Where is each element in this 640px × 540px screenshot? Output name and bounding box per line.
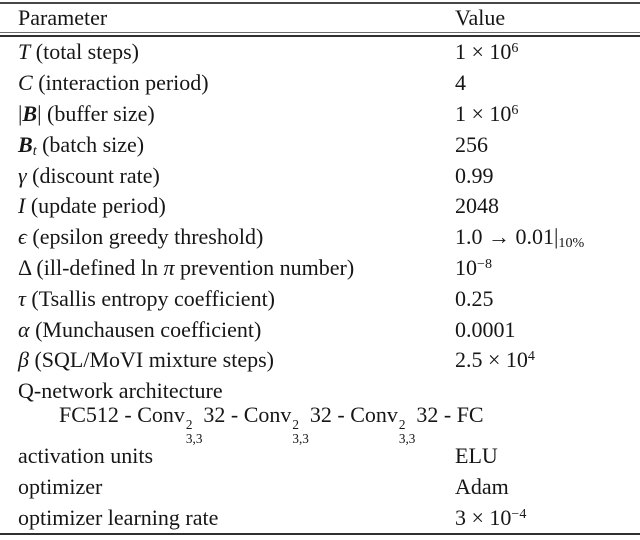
param-cell: α (Munchausen coefficient) (18, 316, 262, 342)
param-cell: I (update period) (18, 193, 166, 219)
param-cell: optimizer (18, 473, 103, 499)
value-cell: 1.0 → 0.01|10% (455, 224, 585, 252)
value-cell: Adam (455, 473, 509, 499)
table-row-learning-rate: optimizer learning rate 3 × 10−4 (0, 502, 640, 533)
param-cell: C (interaction period) (18, 70, 209, 96)
top-rule (0, 2, 640, 4)
header-rule (0, 32, 640, 37)
table-row-munchausen-coefficient: α (Munchausen coefficient) 0.0001 (0, 314, 640, 345)
param-cell: |B| (buffer size) (18, 100, 155, 126)
param-cell: activation units (18, 442, 154, 468)
architecture-value: FC512 - Conv 2 3,3 32 - Conv 2 3,3 32 - Conv 2 3… (59, 401, 484, 446)
table-row-ln-pi-prevention: Δ (ill-defined ln π prevention number) 1… (0, 253, 640, 284)
header-parameter: Parameter (18, 5, 108, 30)
table-row-optimizer: optimizer Adam (0, 471, 640, 502)
value-cell: 0.25 (455, 285, 494, 311)
table-row-buffer-size: |B| (buffer size) 1 × 106 (0, 99, 640, 130)
table-row-tsallis-coefficient: τ (Tsallis entropy coefficient) 0.25 (0, 283, 640, 314)
value-cell: 0.0001 (455, 316, 516, 342)
value-cell: 1 × 106 (455, 39, 519, 65)
param-cell: T (total steps) (18, 39, 140, 65)
header-value: Value (455, 5, 506, 30)
table-row-mixture-steps: β (SQL/MoVI mixture steps) 2.5 × 104 (0, 345, 640, 376)
table-row-discount-rate: γ (discount rate) 0.99 (0, 160, 640, 191)
table-row-interaction-period: C (interaction period) 4 (0, 68, 640, 99)
table-header-row: Parameter Value (0, 4, 640, 32)
value-cell: 10−8 (455, 254, 492, 280)
table-row-activation-units: activation units ELU (0, 441, 640, 472)
value-cell: 1 × 106 (455, 100, 519, 126)
param-cell: γ (discount rate) (18, 162, 160, 188)
param-cell: τ (Tsallis entropy coefficient) (18, 285, 276, 311)
table-row-update-period: I (update period) 2048 (0, 191, 640, 222)
table-row-architecture-label: Q-network architecture (0, 376, 640, 407)
value-cell: 256 (455, 131, 488, 157)
value-cell: 2.5 × 104 (455, 347, 535, 373)
param-cell: Bt (batch size) (18, 131, 145, 159)
value-cell: 4 (455, 70, 466, 96)
param-cell: optimizer learning rate (18, 504, 219, 530)
table-row-batch-size: Bt (batch size) 256 (0, 129, 640, 160)
table-row-architecture-value: FC512 - Conv 2 3,3 32 - Conv 2 3,3 32 - Conv 2 3… (0, 402, 640, 445)
value-cell: 3 × 10−4 (455, 504, 527, 530)
table-row-total-steps: T (total steps) 1 × 106 (0, 37, 640, 68)
value-cell: ELU (455, 442, 498, 468)
param-cell: Δ (ill-defined ln π prevention number) (18, 254, 355, 280)
value-cell: 0.99 (455, 162, 494, 188)
table-row-epsilon-greedy: ϵ (epsilon greedy threshold) 1.0 → 0.01|… (0, 222, 640, 253)
value-cell: 2048 (455, 193, 499, 219)
param-cell: ϵ (epsilon greedy threshold) (18, 224, 264, 250)
architecture-label: Q-network architecture (18, 378, 223, 404)
bottom-rule (0, 532, 640, 535)
param-cell: β (SQL/MoVI mixture steps) (18, 347, 274, 373)
